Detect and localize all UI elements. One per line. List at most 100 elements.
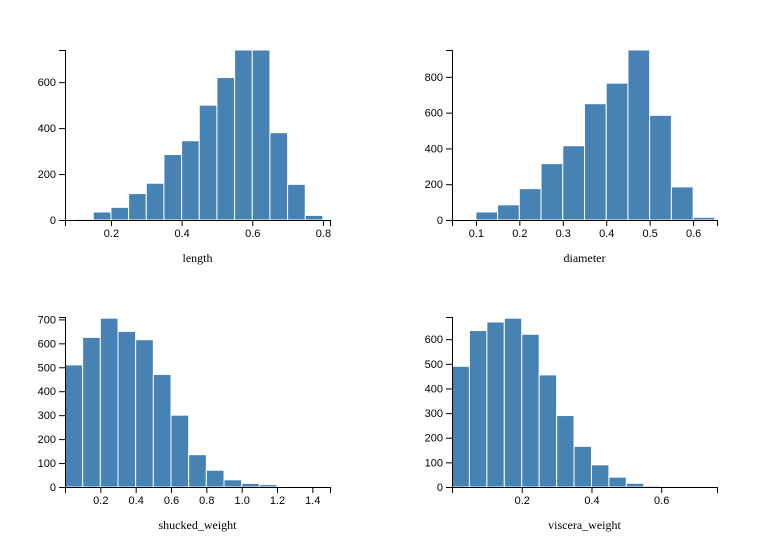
x-tick: 0.2: [93, 487, 108, 507]
x-tick-label: 0.2: [93, 495, 108, 507]
histogram-bar: [304, 214, 324, 221]
histogram-bar: [497, 204, 520, 221]
x-tick-label: 0.2: [515, 495, 530, 507]
x-tick: 0.6: [686, 220, 701, 240]
y-tick: 400: [425, 143, 452, 155]
y-axis-line: [446, 50, 453, 221]
y-tick-label: 500: [38, 362, 56, 374]
histogram-bar: [518, 188, 542, 221]
x-tick: 0.5: [643, 220, 658, 240]
y-tick-label: 400: [38, 386, 56, 398]
x-axis: 0.2 0.4 0.6 0.8: [65, 220, 331, 240]
histogram-bar: [649, 114, 672, 221]
histogram-bar: [625, 482, 645, 488]
x-tick-label: 1.4: [305, 495, 320, 507]
y-tick-label: 300: [425, 408, 443, 420]
histogram-bar: [181, 140, 200, 221]
x-tick-label: 0.3: [556, 228, 571, 240]
x-axis-line: [65, 487, 331, 493]
histogram-bar: [556, 415, 575, 488]
y-tick-label: 600: [425, 108, 443, 120]
histogram-bar: [276, 485, 296, 488]
x-tick-label: 0.8: [316, 228, 331, 240]
x-tick-label: 0.4: [584, 495, 599, 507]
histogram-bar: [608, 476, 627, 488]
histogram-diameter: 0 200 400 600 800 0.1 0.2 0.3 0.4 0.5 0.6 diameter: [425, 49, 718, 265]
y-tick-label: 0: [50, 215, 56, 227]
histogram-bar: [540, 163, 564, 221]
histogram-bar: [135, 339, 154, 488]
y-tick: 600: [425, 108, 452, 120]
y-tick-label: 0: [50, 482, 56, 494]
y-tick: 100: [38, 458, 65, 470]
x-axis-label: length: [183, 251, 213, 265]
y-tick-label: 700: [38, 314, 56, 326]
y-axis: 0 200 400 600 800: [425, 50, 453, 227]
histogram-bar: [92, 211, 112, 221]
x-tick-label: 0.6: [245, 228, 260, 240]
x-tick: 0.8: [316, 220, 331, 240]
histogram-length: 0 200 400 600 0.2 0.4 0.6 0.8 length: [38, 49, 331, 265]
x-tick-label: 0.5: [643, 228, 658, 240]
y-tick-label: 200: [38, 434, 56, 446]
y-tick-label: 600: [38, 338, 56, 350]
x-tick-label: 0.2: [104, 228, 119, 240]
y-tick-label: 0: [437, 215, 443, 227]
histogram-bar: [205, 469, 225, 488]
x-tick-label: 0.4: [129, 495, 144, 507]
histogram-bar: [258, 484, 278, 488]
y-tick-label: 200: [38, 169, 56, 181]
histogram-bar: [223, 479, 243, 488]
histogram-bar: [584, 103, 607, 221]
y-tick: 600: [38, 77, 65, 89]
histogram-viscera-weight: 0 100 200 300 400 500 600 0.2 0.4 0.6 viscera_weig…: [425, 317, 718, 532]
x-tick: 0.6: [245, 220, 260, 240]
histogram-bar: [503, 317, 523, 488]
histogram-bar: [468, 330, 488, 488]
x-axis-line: [452, 220, 718, 226]
histogram-bar: [692, 216, 716, 221]
histogram-bar: [117, 330, 137, 488]
histogram-bar: [152, 373, 172, 488]
histogram-bar: [475, 211, 499, 221]
x-tick: 1.0: [235, 487, 250, 507]
histogram-bar: [521, 333, 540, 488]
histogram-bar: [590, 464, 610, 488]
x-tick: 0.3: [556, 220, 571, 240]
y-tick: 500: [425, 359, 452, 371]
x-axis: 0.2 0.4 0.6: [452, 487, 718, 507]
histogram-bar: [562, 145, 585, 221]
x-tick: 0.6: [164, 487, 179, 507]
histogram-bar: [198, 104, 218, 221]
y-tick-label: 600: [38, 77, 56, 89]
y-tick: 300: [38, 410, 65, 422]
histogram-bar: [75, 218, 94, 221]
y-tick: 0: [50, 215, 65, 227]
y-tick: 200: [38, 434, 65, 446]
histogram-bar: [486, 321, 505, 488]
histogram-bar: [145, 182, 165, 221]
y-axis: 0 200 400 600: [38, 50, 66, 227]
histogram-bar: [188, 454, 207, 488]
y-tick: 400: [38, 386, 65, 398]
y-tick: 600: [38, 338, 65, 350]
y-tick-label: 800: [425, 72, 443, 84]
x-tick-label: 0.1: [469, 228, 484, 240]
y-axis-line: [59, 50, 66, 221]
histogram-shucked-weight: 0 100 200 300 400 500 600 700 0.2 0.4 0.6 0.8 1.0 1.2…: [38, 314, 331, 532]
histogram-bar: [643, 485, 662, 488]
y-tick-label: 100: [425, 457, 443, 469]
histogram-bar: [234, 49, 253, 221]
y-tick-label: 400: [425, 143, 443, 155]
histogram-bar: [451, 365, 470, 488]
x-tick: 1.2: [270, 487, 285, 507]
y-tick-label: 600: [425, 334, 443, 346]
y-tick-label: 200: [425, 433, 443, 445]
y-tick: 200: [38, 169, 65, 181]
histogram-bar: [241, 482, 260, 488]
y-tick-label: 0: [437, 482, 443, 494]
x-tick: 0.4: [599, 220, 614, 240]
y-tick-label: 400: [425, 383, 443, 395]
y-tick: 0: [437, 215, 452, 227]
y-tick: 0: [437, 482, 452, 494]
